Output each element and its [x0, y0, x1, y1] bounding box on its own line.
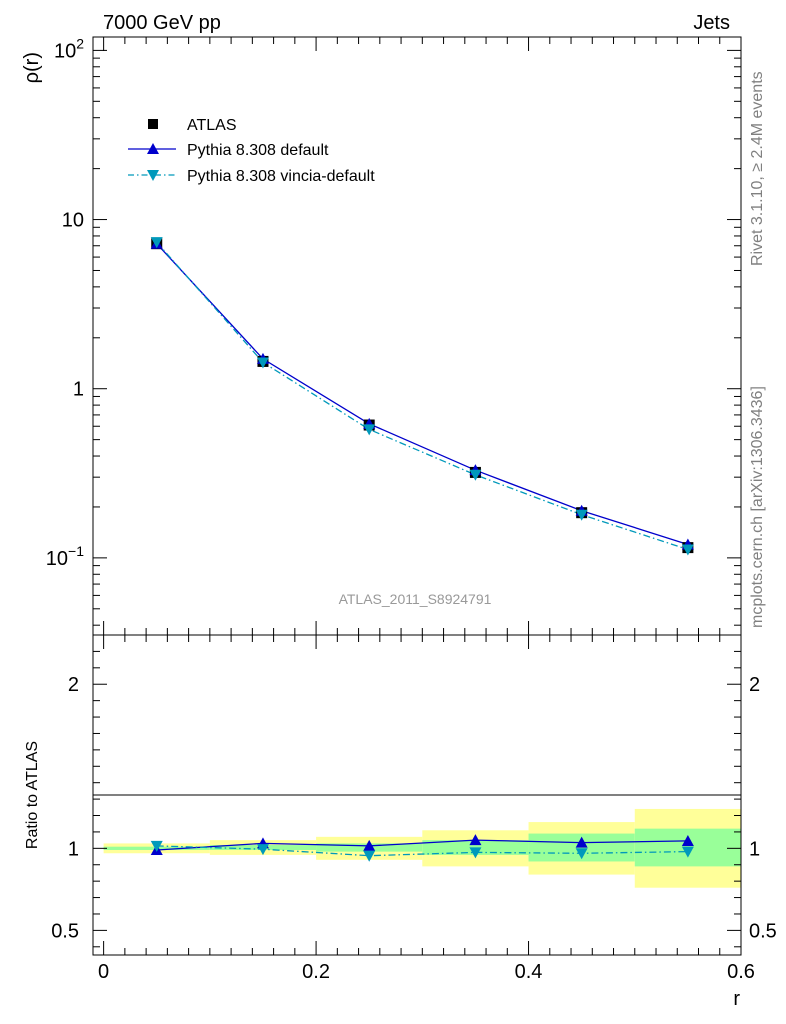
x-tick-label: 0: [98, 961, 109, 983]
x-tick-label: 0.4: [515, 961, 543, 983]
ratio-point-vincia: [469, 847, 482, 859]
ratio-panel: 0.5 0.5 1 1 2 2 0 0.2 0.4 0.6 Ratio to ATLAS r: [24, 634, 777, 1010]
ratio-point-default: [575, 836, 588, 848]
main-series: [150, 237, 694, 556]
main-y-tick-label: 10−1: [46, 543, 84, 570]
main-y-tick-label: 102: [54, 35, 84, 62]
ratio-line-vincia: [156, 845, 688, 857]
legend-label-default: Pythia 8.308 default: [187, 142, 329, 159]
analysis-label: ATLAS_2011_S8924791: [339, 591, 492, 607]
series-line-vincia: [156, 241, 689, 551]
ratio-point-vincia: [363, 850, 376, 862]
rivet-info: Rivet 3.1.10, ≥ 2.4M events: [749, 71, 766, 266]
ratio-axis-ticks: 0.5 0.5 1 1 2 2 0 0.2 0.4 0.6: [51, 634, 777, 983]
ratio-point-vincia: [575, 848, 588, 860]
ratio-point-vincia: [150, 840, 163, 852]
ratio-bands: [103, 808, 741, 888]
legend-item-default: Pythia 8.308 default: [128, 142, 329, 159]
ratio-line-default: [156, 839, 688, 851]
legend-marker-vincia: [147, 170, 159, 181]
ratio-y-tick-label-right: 1: [749, 838, 760, 860]
data-point-vincia: [363, 424, 376, 436]
x-tick-label: 0.2: [302, 961, 330, 983]
main-panel: 102 10 1 10−1 ρ(r) ATLAS_2011_S8924791: [21, 35, 742, 636]
ratio-y-tick-label-right: 0.5: [749, 920, 777, 942]
legend-marker-default: [147, 143, 159, 154]
ratio-point-vincia: [256, 844, 269, 856]
x-tick-label: 0.6: [727, 961, 755, 983]
ratio-point-default: [469, 834, 482, 846]
ratio-y-tick-label-left: 2: [68, 674, 79, 696]
ratio-y-tick-label-right: 2: [749, 674, 760, 696]
data-point-vincia: [681, 544, 694, 556]
main-y-tick-label: 1: [73, 379, 84, 401]
source-info: mcplots.cern.ch [arXiv:1306.3436]: [749, 386, 766, 628]
ratio-point-default: [681, 834, 694, 846]
ratio-y-axis-label: Ratio to ATLAS: [24, 741, 41, 849]
x-axis-label: r: [733, 988, 740, 1010]
main-axis-ticks: 102 10 1 10−1: [46, 35, 742, 635]
ratio-y-tick-label-left: 0.5: [51, 920, 79, 942]
legend-label-atlas: ATLAS: [187, 117, 237, 134]
data-point-vincia: [575, 509, 588, 521]
ratio-point-default: [363, 839, 376, 851]
energy-label: 7000 GeV pp: [103, 12, 221, 34]
ratio-frame: [92, 634, 742, 956]
legend-item-vincia: Pythia 8.308 vincia-default: [128, 168, 375, 185]
legend-item-atlas: ATLAS: [148, 117, 237, 134]
data-point-vincia: [150, 237, 163, 249]
legend-marker-atlas: [148, 119, 158, 129]
process-label: Jets: [693, 12, 730, 34]
data-point-vincia: [256, 357, 269, 369]
data-point-vincia: [469, 469, 482, 481]
main-y-axis-label: ρ(r): [21, 52, 43, 83]
series-line-default: [156, 243, 689, 546]
main-y-tick-label: 10: [62, 210, 84, 232]
ratio-series: [150, 834, 694, 862]
ratio-y-tick-label-left: 1: [68, 838, 79, 860]
legend-label-vincia: Pythia 8.308 vincia-default: [187, 168, 375, 185]
ratio-point-vincia: [681, 846, 694, 858]
legend: ATLAS Pythia 8.308 default Pythia 8.308 …: [128, 117, 375, 185]
